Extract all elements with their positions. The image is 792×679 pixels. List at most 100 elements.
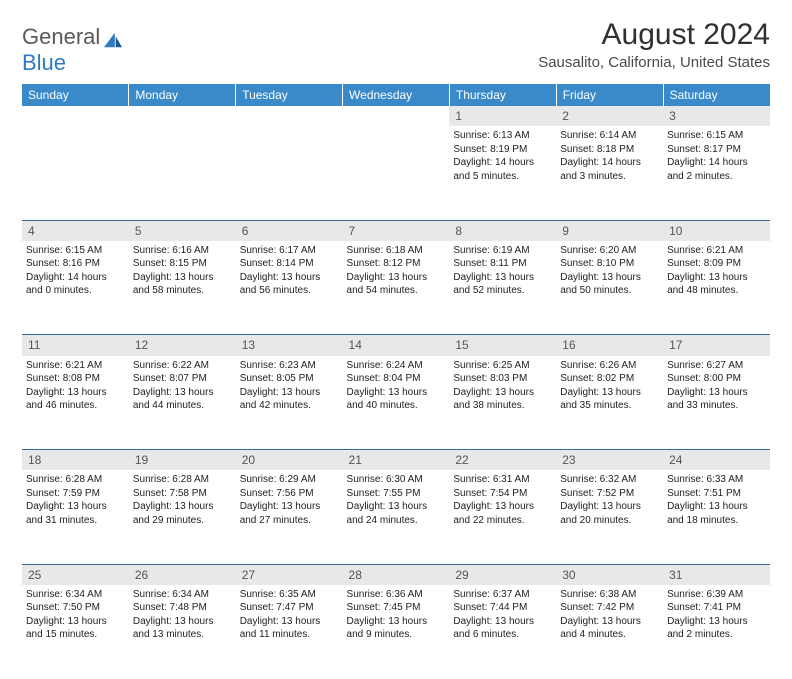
sunset-text: Sunset: 8:11 PM	[453, 257, 552, 271]
day-cell: Sunrise: 6:33 AMSunset: 7:51 PMDaylight:…	[663, 470, 770, 564]
day-number	[236, 106, 343, 126]
daylight-text: Daylight: 13 hours and 52 minutes.	[453, 271, 552, 298]
title-block: August 2024 Sausalito, California, Unite…	[538, 18, 770, 71]
day-number	[129, 106, 236, 126]
day-info-row: Sunrise: 6:15 AMSunset: 8:16 PMDaylight:…	[22, 241, 770, 335]
sunset-text: Sunset: 8:07 PM	[133, 372, 232, 386]
sunrise-text: Sunrise: 6:17 AM	[240, 244, 339, 258]
sunset-text: Sunset: 8:14 PM	[240, 257, 339, 271]
sunset-text: Sunset: 8:02 PM	[560, 372, 659, 386]
logo-text: GeneralBlue	[22, 24, 124, 76]
day-number: 4	[22, 220, 129, 241]
day-number	[22, 106, 129, 126]
sunrise-text: Sunrise: 6:15 AM	[26, 244, 125, 258]
day-number: 13	[236, 335, 343, 356]
daylight-text: Daylight: 13 hours and 6 minutes.	[453, 615, 552, 642]
sunrise-text: Sunrise: 6:24 AM	[347, 359, 446, 373]
daylight-text: Daylight: 13 hours and 31 minutes.	[26, 500, 125, 527]
day-cell: Sunrise: 6:15 AMSunset: 8:16 PMDaylight:…	[22, 241, 129, 335]
sunrise-text: Sunrise: 6:33 AM	[667, 473, 766, 487]
sunrise-text: Sunrise: 6:28 AM	[133, 473, 232, 487]
weekday-header: Saturday	[663, 84, 770, 106]
logo: GeneralBlue	[22, 18, 124, 76]
day-cell: Sunrise: 6:27 AMSunset: 8:00 PMDaylight:…	[663, 356, 770, 450]
daylight-text: Daylight: 13 hours and 48 minutes.	[667, 271, 766, 298]
day-number: 10	[663, 220, 770, 241]
day-number: 19	[129, 450, 236, 471]
sunset-text: Sunset: 8:15 PM	[133, 257, 232, 271]
calendar-body: 123Sunrise: 6:13 AMSunset: 8:19 PMDaylig…	[22, 106, 770, 679]
day-number: 6	[236, 220, 343, 241]
day-number: 30	[556, 564, 663, 585]
sunrise-text: Sunrise: 6:16 AM	[133, 244, 232, 258]
day-number: 15	[449, 335, 556, 356]
day-cell: Sunrise: 6:25 AMSunset: 8:03 PMDaylight:…	[449, 356, 556, 450]
day-cell: Sunrise: 6:34 AMSunset: 7:48 PMDaylight:…	[129, 585, 236, 679]
sunset-text: Sunset: 8:17 PM	[667, 143, 766, 157]
daynum-row: 25262728293031	[22, 564, 770, 585]
day-cell: Sunrise: 6:22 AMSunset: 8:07 PMDaylight:…	[129, 356, 236, 450]
sunset-text: Sunset: 8:05 PM	[240, 372, 339, 386]
sunset-text: Sunset: 7:56 PM	[240, 487, 339, 501]
day-cell: Sunrise: 6:20 AMSunset: 8:10 PMDaylight:…	[556, 241, 663, 335]
daylight-text: Daylight: 13 hours and 42 minutes.	[240, 386, 339, 413]
day-cell: Sunrise: 6:35 AMSunset: 7:47 PMDaylight:…	[236, 585, 343, 679]
day-number: 25	[22, 564, 129, 585]
sunrise-text: Sunrise: 6:13 AM	[453, 129, 552, 143]
sunrise-text: Sunrise: 6:20 AM	[560, 244, 659, 258]
daylight-text: Daylight: 13 hours and 13 minutes.	[133, 615, 232, 642]
daylight-text: Daylight: 14 hours and 3 minutes.	[560, 156, 659, 183]
daylight-text: Daylight: 13 hours and 38 minutes.	[453, 386, 552, 413]
daylight-text: Daylight: 13 hours and 18 minutes.	[667, 500, 766, 527]
daylight-text: Daylight: 14 hours and 2 minutes.	[667, 156, 766, 183]
day-cell	[343, 126, 450, 220]
sunset-text: Sunset: 8:18 PM	[560, 143, 659, 157]
sunrise-text: Sunrise: 6:19 AM	[453, 244, 552, 258]
daylight-text: Daylight: 13 hours and 56 minutes.	[240, 271, 339, 298]
day-cell: Sunrise: 6:36 AMSunset: 7:45 PMDaylight:…	[343, 585, 450, 679]
daylight-text: Daylight: 13 hours and 4 minutes.	[560, 615, 659, 642]
daylight-text: Daylight: 13 hours and 54 minutes.	[347, 271, 446, 298]
day-cell: Sunrise: 6:37 AMSunset: 7:44 PMDaylight:…	[449, 585, 556, 679]
daylight-text: Daylight: 13 hours and 40 minutes.	[347, 386, 446, 413]
sunrise-text: Sunrise: 6:15 AM	[667, 129, 766, 143]
daylight-text: Daylight: 13 hours and 44 minutes.	[133, 386, 232, 413]
daynum-row: 11121314151617	[22, 335, 770, 356]
daynum-row: 45678910	[22, 220, 770, 241]
day-number: 3	[663, 106, 770, 126]
header: GeneralBlue August 2024 Sausalito, Calif…	[22, 18, 770, 76]
day-cell	[129, 126, 236, 220]
day-cell: Sunrise: 6:17 AMSunset: 8:14 PMDaylight:…	[236, 241, 343, 335]
page-title: August 2024	[538, 18, 770, 52]
sunset-text: Sunset: 8:16 PM	[26, 257, 125, 271]
daylight-text: Daylight: 13 hours and 35 minutes.	[560, 386, 659, 413]
day-number: 29	[449, 564, 556, 585]
day-number: 20	[236, 450, 343, 471]
sunrise-text: Sunrise: 6:22 AM	[133, 359, 232, 373]
daylight-text: Daylight: 14 hours and 0 minutes.	[26, 271, 125, 298]
sunrise-text: Sunrise: 6:32 AM	[560, 473, 659, 487]
sunrise-text: Sunrise: 6:39 AM	[667, 588, 766, 602]
daylight-text: Daylight: 14 hours and 5 minutes.	[453, 156, 552, 183]
day-number: 16	[556, 335, 663, 356]
sunrise-text: Sunrise: 6:30 AM	[347, 473, 446, 487]
day-number: 21	[343, 450, 450, 471]
sunset-text: Sunset: 7:55 PM	[347, 487, 446, 501]
day-cell: Sunrise: 6:34 AMSunset: 7:50 PMDaylight:…	[22, 585, 129, 679]
day-number: 26	[129, 564, 236, 585]
daylight-text: Daylight: 13 hours and 24 minutes.	[347, 500, 446, 527]
day-cell: Sunrise: 6:28 AMSunset: 7:58 PMDaylight:…	[129, 470, 236, 564]
sunset-text: Sunset: 8:04 PM	[347, 372, 446, 386]
weekday-header: Wednesday	[343, 84, 450, 106]
sunrise-text: Sunrise: 6:25 AM	[453, 359, 552, 373]
day-cell	[236, 126, 343, 220]
day-cell	[22, 126, 129, 220]
day-number: 9	[556, 220, 663, 241]
day-info-row: Sunrise: 6:13 AMSunset: 8:19 PMDaylight:…	[22, 126, 770, 220]
daylight-text: Daylight: 13 hours and 9 minutes.	[347, 615, 446, 642]
day-number: 22	[449, 450, 556, 471]
sunset-text: Sunset: 7:44 PM	[453, 601, 552, 615]
sunset-text: Sunset: 7:58 PM	[133, 487, 232, 501]
day-cell: Sunrise: 6:15 AMSunset: 8:17 PMDaylight:…	[663, 126, 770, 220]
sunrise-text: Sunrise: 6:21 AM	[26, 359, 125, 373]
